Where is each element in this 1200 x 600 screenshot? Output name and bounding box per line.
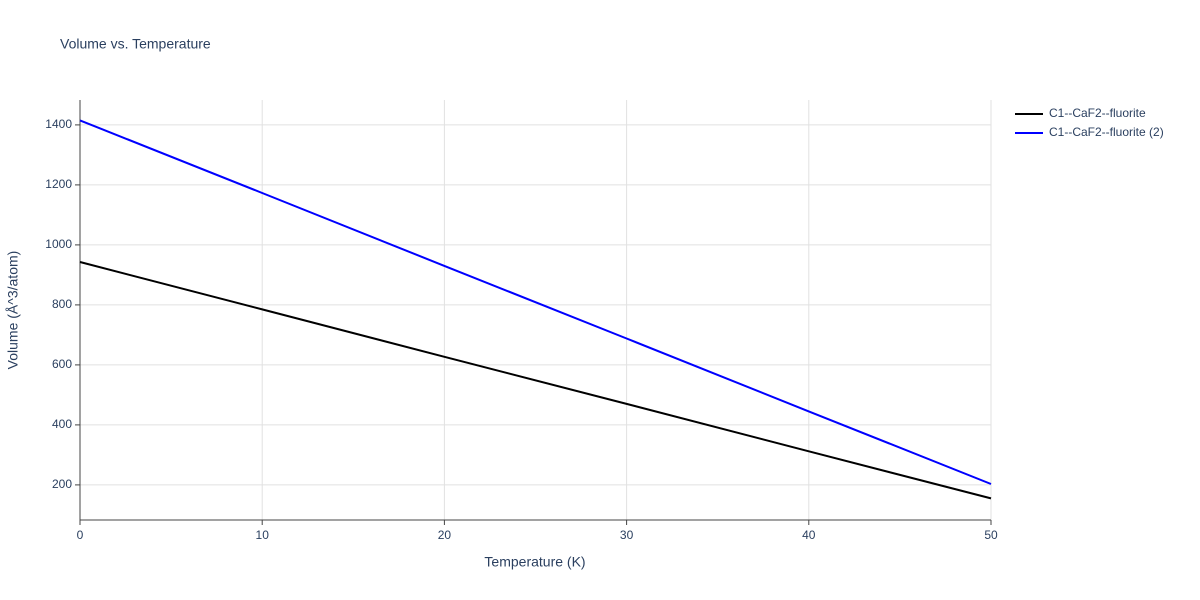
y-tick-label: 600 <box>52 357 72 371</box>
y-tick-label: 800 <box>52 297 72 311</box>
x-tick-label: 0 <box>77 528 84 542</box>
x-tick-label: 40 <box>802 528 816 542</box>
legend-label: C1--CaF2--fluorite <box>1049 106 1146 120</box>
y-tick-label: 200 <box>52 477 72 491</box>
line-series <box>79 261 992 500</box>
y-tick-label: 1000 <box>45 237 72 251</box>
legend-label: C1--CaF2--fluorite (2) <box>1049 125 1164 139</box>
y-tick-label: 400 <box>52 417 72 431</box>
x-tick-label: 10 <box>256 528 270 542</box>
chart-title: Volume vs. Temperature <box>60 36 211 52</box>
x-tick-label: 50 <box>984 528 998 542</box>
x-tick-label: 30 <box>620 528 634 542</box>
x-axis-label: Temperature (K) <box>484 554 585 570</box>
y-tick-label: 1400 <box>45 117 72 131</box>
y-tick-label: 1200 <box>45 177 72 191</box>
line-series <box>79 119 992 485</box>
y-axis-label: Volume (Å^3/atom) <box>5 251 21 370</box>
x-tick-label: 20 <box>438 528 452 542</box>
